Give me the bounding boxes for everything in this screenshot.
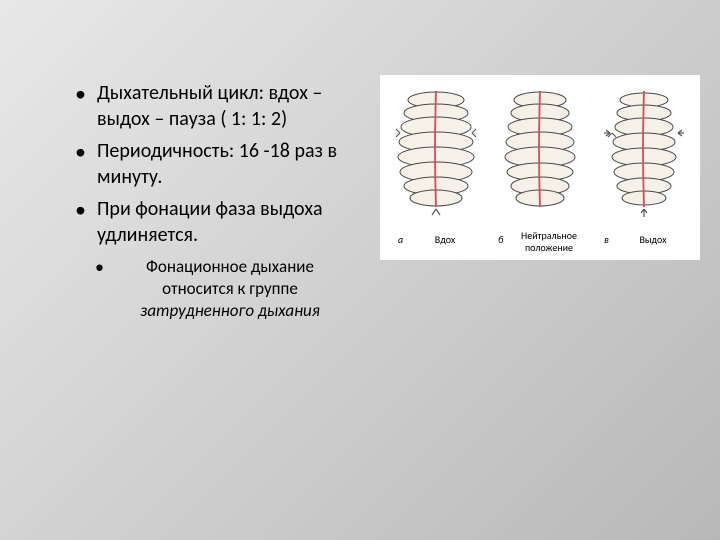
figure-letter-b: б: [498, 233, 503, 246]
bullet-item-1: Дыхательный цикл: вдох – выдох – пауза (…: [75, 80, 365, 132]
bullet-item-3: При фонации фаза выдоха удлиняется.: [75, 196, 365, 248]
ribcage-exhale: [602, 85, 686, 230]
figure-letter-a: а: [398, 233, 403, 246]
figure-letter-c: в: [604, 233, 609, 246]
sub-bullet-item: Фонационное дыхание относится к группе з…: [75, 256, 345, 322]
figure-label-neutral-2: положение: [510, 241, 588, 254]
sub-bullet-prefix: Фонационное дыхание относится к группе: [146, 256, 314, 299]
ribcage-neutral: [498, 85, 582, 230]
text-content: Дыхательный цикл: вдох – выдох – пауза (…: [75, 80, 365, 322]
sub-bullet-italic: затрудненного дыхания: [140, 300, 320, 321]
bullet-item-2: Периодичность: 16 -18 раз в минуту.: [75, 138, 365, 190]
figure-label-exhale: Выдох: [628, 233, 678, 246]
ribcage-figure: а Вдох б Нейтральное положение в Выдох: [380, 75, 700, 260]
ribcage-inhale: [394, 85, 478, 230]
figure-label-inhale: Вдох: [420, 233, 470, 246]
main-bullet-list: Дыхательный цикл: вдох – выдох – пауза (…: [75, 80, 365, 248]
